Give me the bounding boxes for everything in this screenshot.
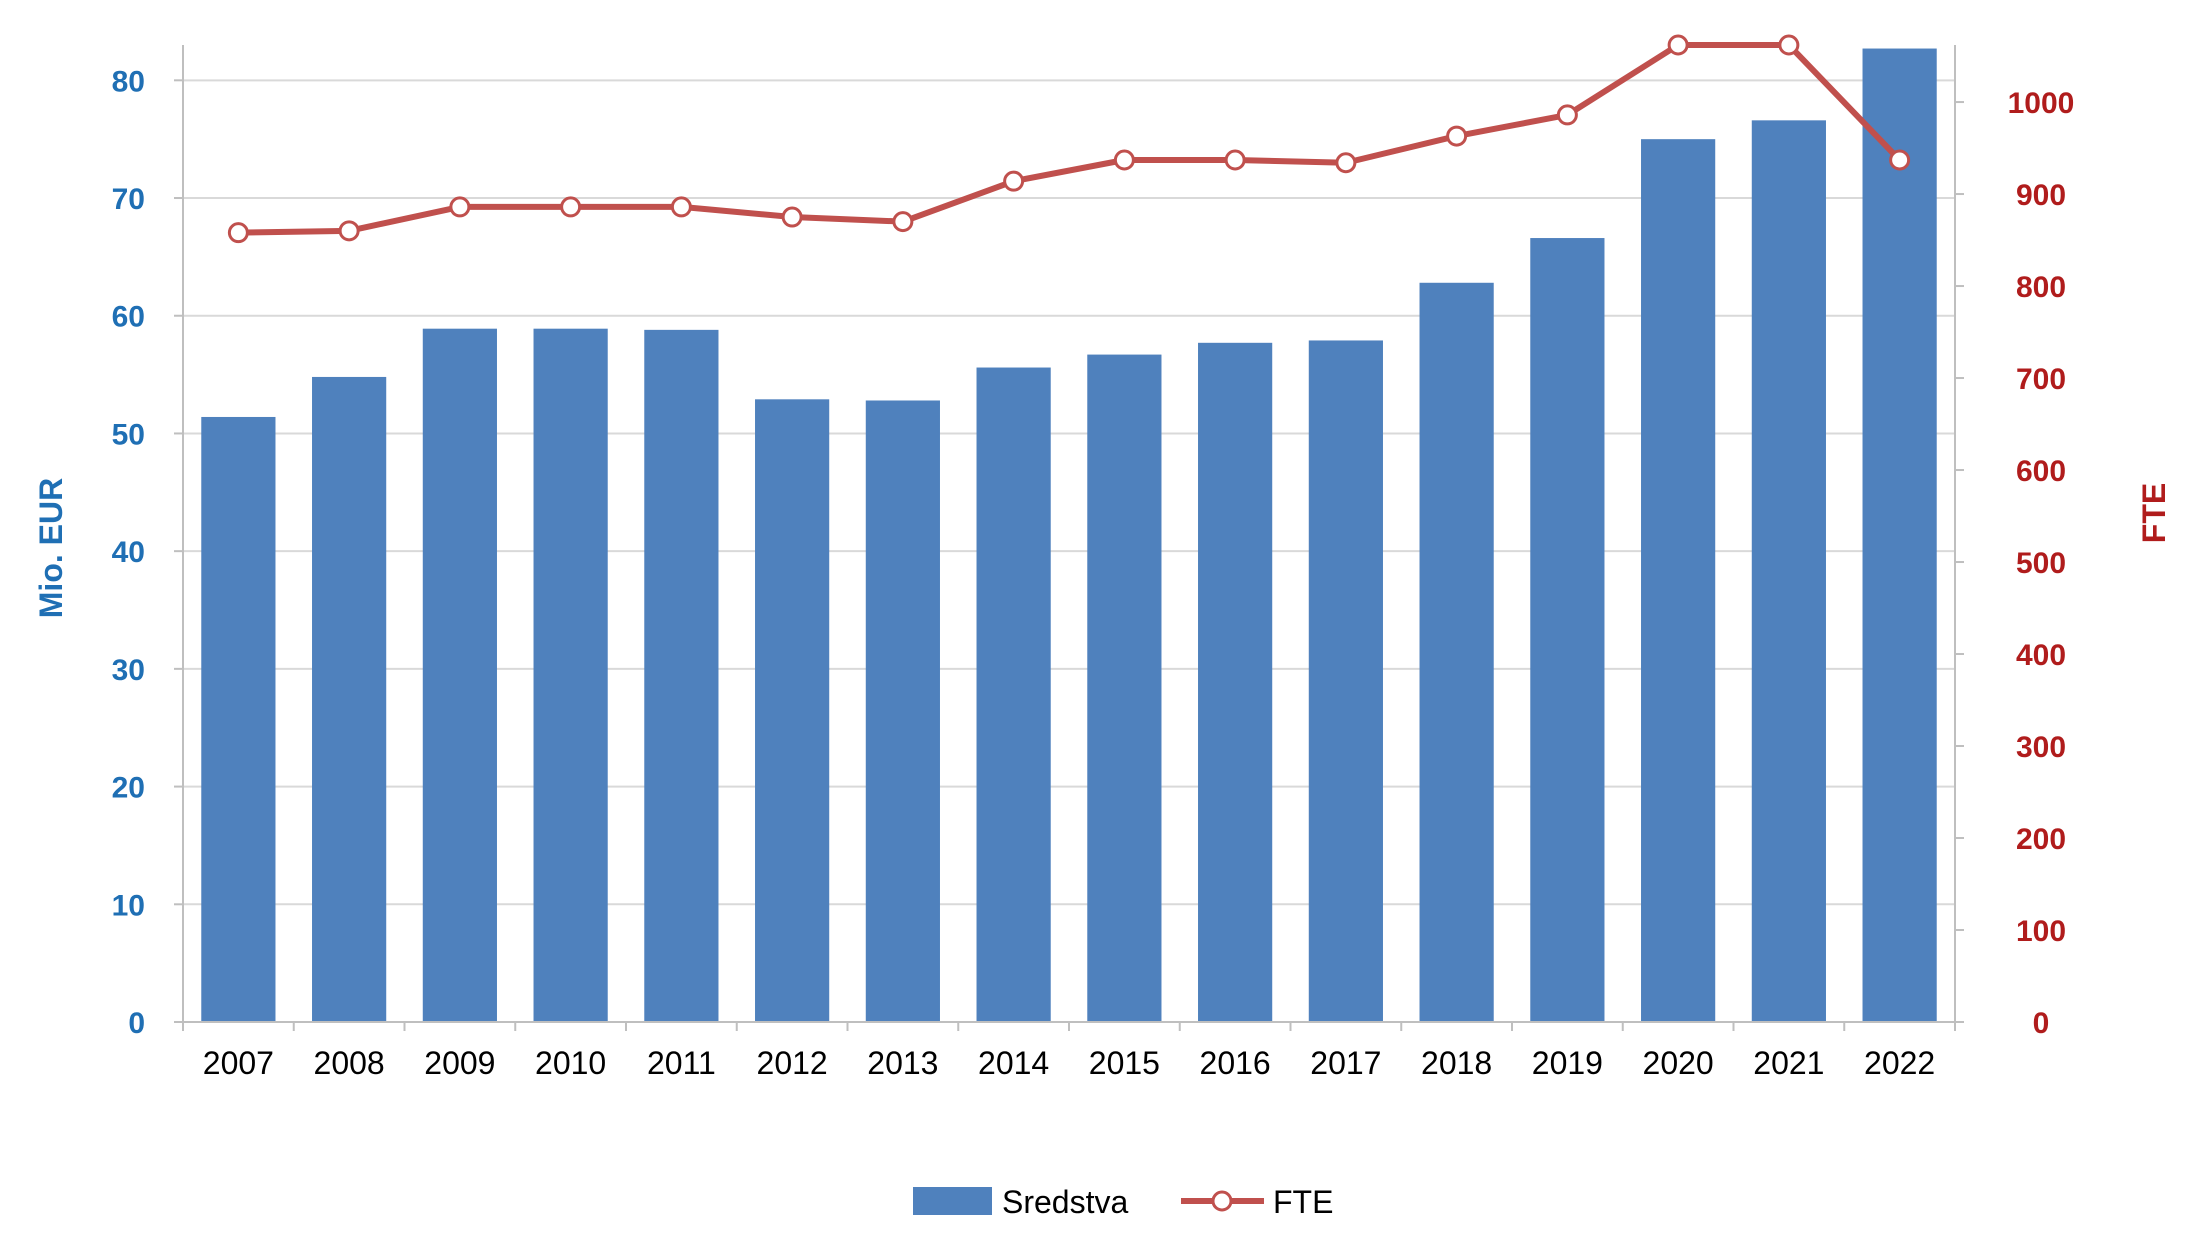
legend-line-marker	[1211, 1190, 1233, 1212]
right-tick-label: 500	[2016, 547, 2066, 580]
left-tick-label: 10	[112, 889, 145, 922]
right-tick-label: 100	[2016, 915, 2066, 948]
left-tick-label: 30	[112, 654, 145, 687]
x-tick-label: 2018	[1421, 1045, 1492, 1081]
right-tick-label: 700	[2016, 363, 2066, 396]
x-tick-label: 2019	[1532, 1045, 1603, 1081]
x-tick-label: 2014	[978, 1045, 1049, 1081]
x-tick-label: 2013	[867, 1045, 938, 1081]
left-tick-label: 70	[112, 183, 145, 216]
bar-2007	[201, 416, 276, 1022]
bar-2015	[1087, 354, 1162, 1022]
bar-2014	[976, 367, 1051, 1022]
right-tick-label: 200	[2016, 823, 2066, 856]
legend: Sredstva FTE	[913, 1184, 1333, 1220]
x-axis-ticks: 2007 2008 2009 2010 2011 2012 2013 2014 2015 2016…	[203, 1045, 1935, 1081]
fte-point-2009	[449, 196, 471, 218]
bar-2018	[1419, 282, 1494, 1023]
bar-2017	[1308, 340, 1383, 1022]
line-series	[227, 34, 1911, 244]
right-tick-label: 600	[2016, 455, 2066, 488]
x-tick-label: 2021	[1753, 1045, 1824, 1081]
x-tick-label: 2009	[424, 1045, 495, 1081]
left-axis-title: Mio. EUR	[33, 478, 69, 618]
right-axis-ticks: 0 100 200 300 400 500 600 700 800 900 1000	[2008, 87, 2075, 1040]
fte-point-2014	[1003, 170, 1025, 192]
fte-point-2011	[670, 196, 692, 218]
x-tick-label: 2016	[1200, 1045, 1271, 1081]
fte-point-2022	[1889, 149, 1911, 171]
left-tick-label: 50	[112, 418, 145, 451]
right-tick-label: 900	[2016, 179, 2066, 212]
x-tick-label: 2015	[1089, 1045, 1160, 1081]
bar-2013	[865, 400, 940, 1022]
bar-2022	[1862, 48, 1937, 1023]
fte-point-2015	[1113, 149, 1135, 171]
fte-point-2007	[227, 222, 249, 244]
left-axis-ticks: 0 10 20 30 40 50 60 70 80	[112, 65, 145, 1040]
fte-point-2008	[338, 220, 360, 242]
left-tick-label: 0	[128, 1007, 145, 1040]
fte-point-2012	[781, 206, 803, 228]
legend-bar-label: Sredstva	[1002, 1184, 1128, 1220]
right-tick-label: 1000	[2008, 87, 2075, 120]
fte-point-2018	[1446, 125, 1468, 147]
right-axis-title: FTE	[2136, 483, 2172, 543]
bar-2012	[755, 399, 830, 1022]
right-tick-label: 0	[2033, 1007, 2050, 1040]
legend-line-label: FTE	[1273, 1184, 1333, 1220]
x-tick-label: 2007	[203, 1045, 274, 1081]
x-tick-label: 2008	[314, 1045, 385, 1081]
bar-series	[201, 48, 1937, 1023]
legend-bar-swatch	[913, 1187, 992, 1215]
bar-2020	[1641, 139, 1716, 1022]
fte-point-2010	[560, 196, 582, 218]
fte-point-2021	[1778, 34, 1800, 56]
x-tick-label: 2020	[1643, 1045, 1714, 1081]
fte-line	[238, 42, 1902, 236]
bar-2010	[533, 328, 608, 1023]
fte-point-2020	[1667, 34, 1689, 56]
x-tick-label: 2012	[757, 1045, 828, 1081]
x-tick-label: 2022	[1864, 1045, 1935, 1081]
fte-point-2019	[1556, 104, 1578, 126]
x-tick-label: 2010	[535, 1045, 606, 1081]
bar-2021	[1751, 120, 1826, 1022]
axes	[174, 45, 1964, 1031]
x-tick-label: 2011	[647, 1045, 716, 1081]
left-tick-label: 20	[112, 772, 145, 805]
fte-point-2017	[1335, 152, 1357, 174]
left-tick-label: 60	[112, 301, 145, 334]
bar-2016	[1198, 342, 1273, 1022]
x-tick-label: 2017	[1310, 1045, 1381, 1081]
left-tick-label: 40	[112, 536, 145, 569]
right-tick-label: 800	[2016, 271, 2066, 304]
right-tick-label: 300	[2016, 731, 2066, 764]
bar-2008	[312, 376, 387, 1022]
fte-point-2016	[1224, 149, 1246, 171]
left-tick-label: 80	[112, 65, 145, 98]
right-tick-label: 400	[2016, 639, 2066, 672]
bar-2019	[1530, 238, 1605, 1022]
bar-2009	[422, 328, 497, 1023]
bar-2011	[644, 329, 719, 1022]
fte-point-2013	[892, 211, 914, 233]
